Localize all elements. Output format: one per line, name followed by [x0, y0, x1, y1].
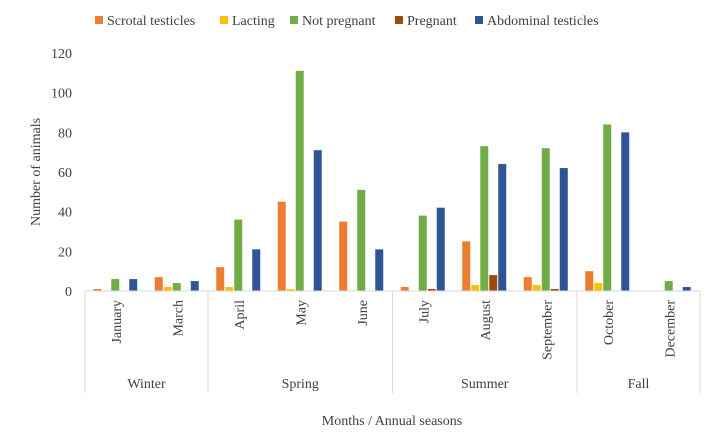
- y-tick-label: 80: [58, 126, 72, 141]
- bar-scrotal-testicles: [339, 221, 348, 291]
- legend-label: Scrotal testicles: [107, 14, 195, 29]
- y-axis-label: Number of animals: [29, 118, 44, 226]
- y-tick-label: 40: [58, 206, 72, 221]
- legend-swatch: [475, 16, 483, 24]
- season-label: Fall: [628, 377, 650, 392]
- y-tick-label: 60: [58, 166, 72, 181]
- bar-lacting: [163, 287, 172, 291]
- bar-lacting: [225, 287, 234, 291]
- x-tick-label: December: [663, 300, 678, 358]
- x-tick-label: June: [356, 300, 371, 326]
- bar-abdominal-testicles: [313, 150, 322, 291]
- bar-lacting: [532, 285, 541, 291]
- legend-swatch: [95, 16, 103, 24]
- bar-pregnant: [489, 275, 498, 291]
- bar-not-pregnant: [234, 219, 243, 291]
- bar-not-pregnant: [480, 146, 489, 291]
- bar-scrotal-testicles: [523, 277, 532, 291]
- x-tick-label: May: [294, 300, 309, 326]
- legend-swatch: [220, 16, 228, 24]
- bar-scrotal-testicles: [154, 277, 163, 291]
- bar-scrotal-testicles: [93, 289, 102, 291]
- legend-swatch: [395, 16, 403, 24]
- legend-label: Lacting: [232, 14, 275, 29]
- x-tick-label: July: [417, 300, 432, 323]
- bar-lacting: [286, 289, 295, 291]
- bar-abdominal-testicles: [252, 249, 261, 291]
- bar-abdominal-testicles: [621, 132, 630, 291]
- x-axis-label: Months / Annual seasons: [322, 414, 462, 429]
- legend-swatch: [290, 16, 298, 24]
- bar-abdominal-testicles: [498, 164, 507, 291]
- x-tick-label: October: [602, 300, 617, 345]
- legend-label: Pregnant: [407, 14, 457, 29]
- bar-not-pregnant: [664, 281, 673, 291]
- bar-scrotal-testicles: [400, 287, 409, 291]
- bar-not-pregnant: [295, 70, 304, 291]
- season-label: Winter: [127, 377, 166, 392]
- bar-lacting: [471, 285, 480, 291]
- bar-not-pregnant: [418, 215, 427, 291]
- bar-not-pregnant: [541, 148, 550, 291]
- bar-scrotal-testicles: [585, 271, 594, 291]
- season-label: Summer: [461, 377, 509, 392]
- x-tick-label: August: [479, 300, 494, 341]
- season-label: Spring: [282, 377, 319, 392]
- bar-not-pregnant: [603, 124, 612, 292]
- x-axis: January March April May June July August Septem…: [84, 290, 701, 393]
- bar-pregnant: [427, 289, 436, 291]
- bar-scrotal-testicles: [462, 241, 471, 291]
- legend-label: Abdominal testicles: [487, 14, 599, 29]
- y-tick-label: 120: [51, 47, 72, 62]
- y-tick-label: 0: [65, 285, 72, 300]
- bar-abdominal-testicles: [682, 287, 691, 291]
- y-tick-label: 100: [51, 87, 72, 102]
- x-tick-label: March: [171, 300, 186, 337]
- bar-lacting: [594, 283, 603, 291]
- bar-not-pregnant: [111, 279, 120, 291]
- bar-abdominal-testicles: [375, 249, 384, 291]
- bar-abdominal-testicles: [559, 168, 568, 291]
- x-tick-label: April: [233, 300, 248, 330]
- bar-not-pregnant: [172, 283, 181, 291]
- bar-abdominal-testicles: [129, 279, 138, 291]
- bar-scrotal-testicles: [216, 267, 225, 291]
- y-axis: 0 20 40 60 80 100 120: [51, 47, 72, 300]
- legend: Scrotal testicles Lacting Not pregnant Preg…: [95, 14, 599, 29]
- bar-pregnant: [550, 289, 559, 291]
- bar-not-pregnant: [357, 189, 366, 291]
- y-tick-label: 20: [58, 245, 72, 260]
- bar-scrotal-testicles: [277, 201, 286, 291]
- bar-abdominal-testicles: [436, 207, 445, 291]
- bar-abdominal-testicles: [190, 281, 199, 291]
- x-tick-label: September: [540, 300, 555, 360]
- bars: [93, 70, 691, 292]
- legend-label: Not pregnant: [302, 14, 376, 29]
- x-tick-label: January: [110, 300, 125, 344]
